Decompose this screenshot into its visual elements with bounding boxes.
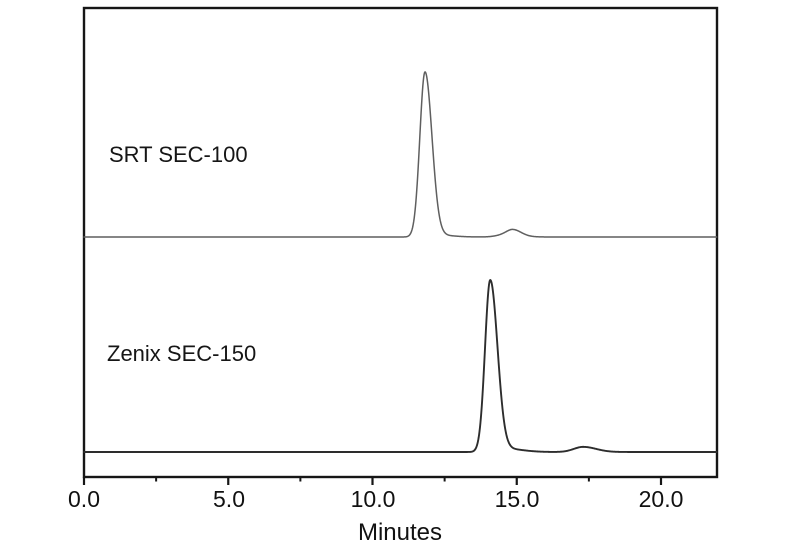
plot-frame <box>82 6 719 479</box>
x-tick-label-20: 20.0 <box>638 486 684 512</box>
x-tick-label-10: 10.0 <box>350 486 396 512</box>
x-axis-title: Minutes <box>357 519 443 546</box>
x-tick-label-15: 15.0 <box>494 486 540 512</box>
trace-srt-sec-100 <box>83 71 718 238</box>
x-tick-label-5: 5.0 <box>213 486 245 512</box>
trace-zenix-sec-150 <box>83 279 718 453</box>
series-label-srt-sec-100: SRT SEC-100 <box>109 142 248 167</box>
series-label-zenix-sec-150: Zenix SEC-150 <box>107 341 257 366</box>
x-tick-label-0: 0.0 <box>68 486 100 512</box>
